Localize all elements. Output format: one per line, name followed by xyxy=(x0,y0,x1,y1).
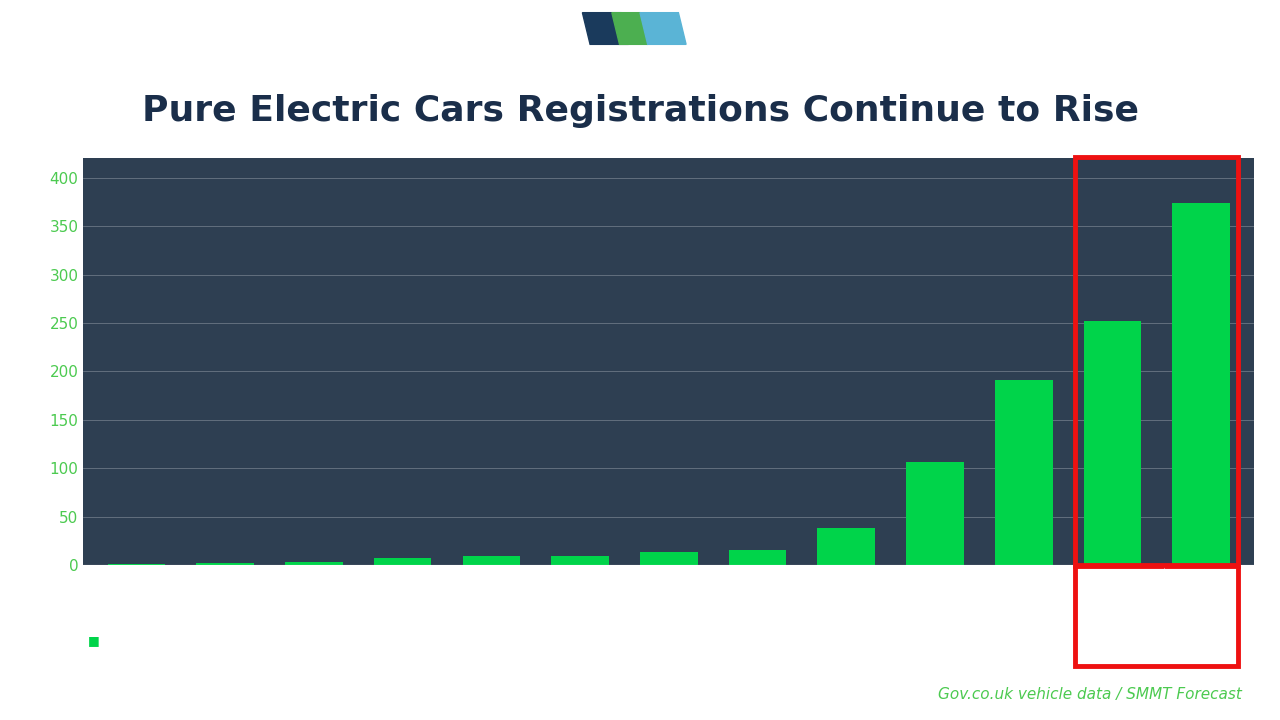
Bar xyxy=(374,559,431,565)
Text: 2015: 2015 xyxy=(475,584,508,597)
Bar xyxy=(108,564,165,565)
Bar xyxy=(285,562,343,565)
Text: 191: 191 xyxy=(1011,634,1037,647)
Text: 1: 1 xyxy=(132,634,141,647)
Text: 2020: 2020 xyxy=(918,584,952,597)
Text: 2013: 2013 xyxy=(297,584,330,597)
Text: 2014: 2014 xyxy=(385,584,420,597)
Text: ■: ■ xyxy=(87,634,100,647)
Bar xyxy=(462,556,520,565)
Text: 38: 38 xyxy=(838,634,855,647)
Text: 2011: 2011 xyxy=(119,584,154,597)
Text: 2012: 2012 xyxy=(209,584,242,597)
Bar xyxy=(1172,203,1230,565)
Bar xyxy=(552,556,609,565)
Text: 2023 (F): 2023 (F) xyxy=(1174,584,1229,597)
Polygon shape xyxy=(582,13,628,45)
Text: 3: 3 xyxy=(310,634,319,647)
Text: 2022 (F): 2022 (F) xyxy=(1084,584,1140,597)
Bar xyxy=(1084,321,1142,565)
Bar xyxy=(196,563,253,565)
Text: 107: 107 xyxy=(923,634,947,647)
Text: 2: 2 xyxy=(221,634,229,647)
Text: Gov.co.uk vehicle data / SMMT Forecast: Gov.co.uk vehicle data / SMMT Forecast xyxy=(938,687,1242,702)
Text: 7: 7 xyxy=(398,634,407,647)
Bar xyxy=(1075,158,1239,566)
Text: 252: 252 xyxy=(1100,634,1125,647)
Text: 14: 14 xyxy=(660,634,677,647)
Bar xyxy=(1075,565,1239,666)
Text: BEV: BEV xyxy=(102,634,129,647)
Bar xyxy=(640,552,698,565)
Text: 16: 16 xyxy=(749,634,765,647)
Text: 2016: 2016 xyxy=(563,584,596,597)
Text: 374: 374 xyxy=(1188,634,1213,647)
Bar xyxy=(906,462,964,565)
Text: 10: 10 xyxy=(483,634,499,647)
Text: 10: 10 xyxy=(572,634,589,647)
Text: 2019: 2019 xyxy=(829,584,863,597)
Bar xyxy=(818,528,876,565)
Text: Pure Electric Cars Registrations Continue to Rise: Pure Electric Cars Registrations Continu… xyxy=(142,94,1138,128)
Bar xyxy=(995,380,1052,565)
Bar xyxy=(728,549,786,565)
Polygon shape xyxy=(640,13,686,45)
Text: 2021: 2021 xyxy=(1007,584,1041,597)
Text: 2017: 2017 xyxy=(652,584,686,597)
Polygon shape xyxy=(612,13,648,45)
Text: 2018: 2018 xyxy=(741,584,774,597)
